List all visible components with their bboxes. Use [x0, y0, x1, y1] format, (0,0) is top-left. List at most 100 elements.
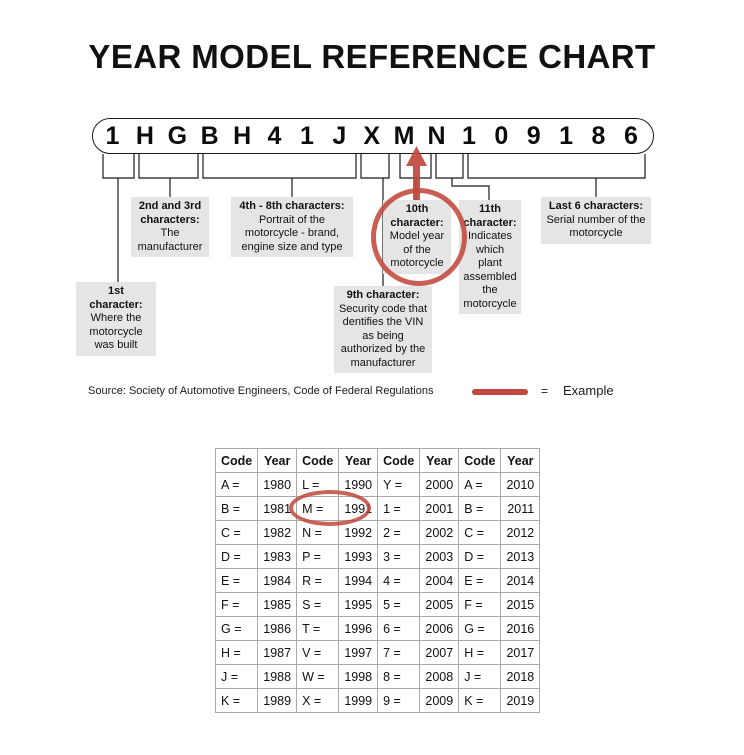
year-cell: 1986	[257, 616, 298, 641]
year-cell: 1994	[338, 568, 379, 593]
table-header-cell: Year	[500, 448, 541, 473]
vin-character-12: 1	[461, 122, 476, 150]
year-cell: 2005	[419, 592, 460, 617]
table-header-cell: Code	[458, 448, 502, 473]
code-cell: K =	[214, 688, 259, 713]
vin-character-11: N	[427, 122, 446, 150]
year-cell: 2015	[500, 592, 541, 617]
code-cell: P =	[296, 544, 340, 569]
code-cell: G =	[214, 616, 259, 641]
table-row: D = 1983 P = 1993 3 = 2003 D = 2013	[214, 544, 541, 569]
vin-character-5: H	[233, 122, 252, 150]
callout-fourth-eighth-characters: 4th - 8th characters: Portrait of the mo…	[231, 197, 353, 257]
code-cell: T =	[296, 616, 340, 641]
year-cell: 2004	[419, 568, 460, 593]
year-cell: 2018	[500, 664, 541, 689]
vin-character-4: B	[200, 122, 219, 150]
year-cell: 2003	[419, 544, 460, 569]
year-cell: 2008	[419, 664, 460, 689]
year-cell: 1993	[338, 544, 379, 569]
table-row: A = 1980 L = 1990 Y = 2000 A = 2010	[214, 472, 541, 497]
year-cell: 1989	[257, 688, 298, 713]
callout-first-character: 1st character: Where the motorcycle was …	[76, 282, 156, 356]
code-cell: A =	[458, 472, 502, 497]
table-header-cell: Year	[338, 448, 379, 473]
table-header-cell: Year	[419, 448, 460, 473]
page-title: YEAR MODEL REFERENCE CHART	[88, 38, 656, 75]
code-cell: 9 =	[377, 688, 421, 713]
year-cell: 1991	[338, 496, 379, 521]
callout-eleventh-character: 11th character: Indicates which plant as…	[459, 200, 521, 314]
callout-body: Where the motorcycle was built	[89, 312, 143, 351]
vin-character-9: X	[363, 122, 381, 150]
year-cell: 1984	[257, 568, 298, 593]
table-row: G = 1986 T = 1996 6 = 2006 G = 2016	[214, 616, 541, 641]
code-cell: 4 =	[377, 568, 421, 593]
year-code-table: Code Year Code Year Code Year Code Year A = 1980…	[214, 448, 541, 713]
callout-body: The manufacturer	[137, 227, 203, 253]
code-cell: R =	[296, 568, 340, 593]
table-header-cell: Code	[214, 448, 259, 473]
code-cell: W =	[296, 664, 340, 689]
code-cell: H =	[214, 640, 259, 665]
code-cell: 5 =	[377, 592, 421, 617]
callout-heading: 9th character:	[346, 289, 420, 301]
vin-character-10: M	[393, 122, 415, 150]
code-cell: H =	[458, 640, 502, 665]
table-header-cell: Code	[296, 448, 340, 473]
vin-character-13: 0	[494, 122, 509, 150]
code-cell: D =	[214, 544, 259, 569]
year-cell: 2006	[419, 616, 460, 641]
code-cell: E =	[458, 568, 502, 593]
code-cell: J =	[214, 664, 259, 689]
code-cell: 6 =	[377, 616, 421, 641]
callout-body: Portrait of the motorcycle - brand, engi…	[241, 213, 343, 253]
callout-second-third-characters: 2nd and 3rd characters: The manufacturer	[131, 197, 209, 257]
table-row: H = 1987 V = 1997 7 = 2007 H = 2017	[214, 640, 541, 665]
callout-heading: 2nd and 3rd characters:	[138, 200, 202, 226]
table-row: B = 1981 M = 1991 1 = 2001 B = 2011	[214, 496, 541, 521]
code-cell: 2 =	[377, 520, 421, 545]
vin-number-bar	[92, 118, 654, 154]
legend-equals-sign: =	[541, 384, 549, 398]
table-header-cell: Code	[377, 448, 421, 473]
table-header-row: Code Year Code Year Code Year Code Year	[214, 448, 541, 473]
year-cell: 1980	[257, 472, 298, 497]
table-row: C = 1982 N = 1992 2 = 2002 C = 2012	[214, 520, 541, 545]
code-cell: E =	[214, 568, 259, 593]
code-cell: M =	[296, 496, 340, 521]
year-cell: 1992	[338, 520, 379, 545]
vin-character-6: 4	[267, 122, 282, 150]
year-cell: 2011	[500, 496, 541, 521]
code-cell: 1 =	[377, 496, 421, 521]
code-cell: G =	[458, 616, 502, 641]
code-cell: C =	[458, 520, 502, 545]
callout-heading: 1st character:	[89, 285, 143, 311]
callout-body: Security code that dentifies the VIN as …	[338, 302, 428, 369]
year-cell: 1995	[338, 592, 379, 617]
legend-color-swatch	[472, 389, 528, 395]
code-cell: S =	[296, 592, 340, 617]
vin-character-14: 9	[526, 122, 541, 150]
year-cell: 2001	[419, 496, 460, 521]
vin-character-3: G	[167, 122, 188, 150]
callout-heading: 11th character:	[463, 203, 517, 229]
example-highlight-circle	[371, 188, 467, 286]
code-cell: N =	[296, 520, 340, 545]
table-row: F = 1985 S = 1995 5 = 2005 F = 2015	[214, 592, 541, 617]
vin-character-1: 1	[105, 122, 120, 150]
code-cell: 3 =	[377, 544, 421, 569]
vin-character-17: 6	[623, 122, 638, 150]
callout-ninth-character: 9th character: Security code that dentif…	[334, 286, 432, 373]
vin-character-7: 1	[299, 122, 314, 150]
code-cell: K =	[458, 688, 502, 713]
callout-body: Indicates which plant assembled the moto…	[463, 230, 517, 310]
code-cell: 7 =	[377, 640, 421, 665]
code-cell: F =	[214, 592, 259, 617]
year-cell: 1987	[257, 640, 298, 665]
year-cell: 1982	[257, 520, 298, 545]
code-cell: C =	[214, 520, 259, 545]
vin-character-15: 1	[559, 122, 574, 150]
code-cell: B =	[214, 496, 259, 521]
callout-heading: 4th - 8th characters:	[239, 200, 345, 212]
